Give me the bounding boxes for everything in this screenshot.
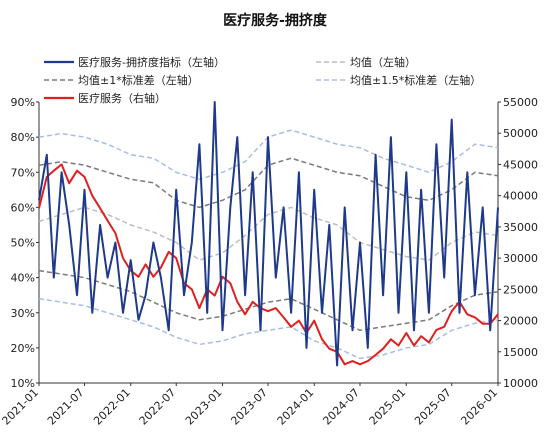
x-tick-label: 2025-01 [367,386,409,428]
legend-label-index: 医疗服务（右轴） [78,91,166,105]
y-right-tick-label: 50000 [503,127,538,140]
y-left-tick-label: 60% [11,201,35,214]
y-left-tick-label: 70% [11,166,35,179]
legend-label-mean: 均值（左轴） [350,55,416,69]
y-right-tick-label: 35000 [503,221,538,234]
y-left-tick-label: 20% [11,342,35,355]
y-left-tick-label: 40% [11,272,35,285]
y-left-tick-label: 10% [11,377,35,390]
series-1-line [38,206,499,261]
series-layer [38,101,499,367]
x-tick-label: 2025-07 [412,386,454,428]
legend-label-std1: 均值±1*标准差（左轴） [78,73,199,87]
y-left-tick-label: 90% [11,96,35,109]
y-left-tick-label: 80% [11,131,35,144]
series-2-lower [38,269,499,332]
series-0-line [38,101,499,367]
y-right-tick-label: 25000 [503,283,538,296]
y-right-tick-label: 30000 [503,252,538,265]
series-2-upper [38,157,499,209]
x-tick-label: 2022-07 [137,386,179,428]
legend: 医疗服务-拥挤度指标（左轴） 均值（左轴） 均值±1*标准差（左轴） 均值±1.… [44,55,481,105]
y-right-tick-label: 10000 [503,377,538,390]
x-tick-label: 2021-01 [0,386,41,428]
legend-label-std15: 均值±1.5*标准差（左轴） [350,73,481,87]
x-tick-label: 2022-01 [91,386,133,428]
x-tick-label: 2024-07 [320,386,362,428]
legend-label-crowding: 医疗服务-拥挤度指标（左轴） [78,55,225,69]
series-4-line [38,163,499,366]
x-tick-label: 2026-01 [458,386,500,428]
x-tick-label: 2023-01 [183,386,225,428]
y-right-tick-label: 40000 [503,190,538,203]
chart-title: 医疗服务-拥挤度 [223,12,328,29]
y-right-tick-label: 15000 [503,346,538,359]
y-right-tick-label: 20000 [503,315,538,328]
x-tick-label: 2021-07 [45,386,87,428]
x-tick-label: 2024-01 [275,386,317,428]
y-right-tick-label: 55000 [503,96,538,109]
series-3-lower [38,297,499,360]
y-left-tick-label: 30% [11,307,35,320]
y-left-tick-label: 50% [11,237,35,250]
x-tick-label: 2023-07 [228,386,270,428]
y-right-tick-label: 45000 [503,158,538,171]
